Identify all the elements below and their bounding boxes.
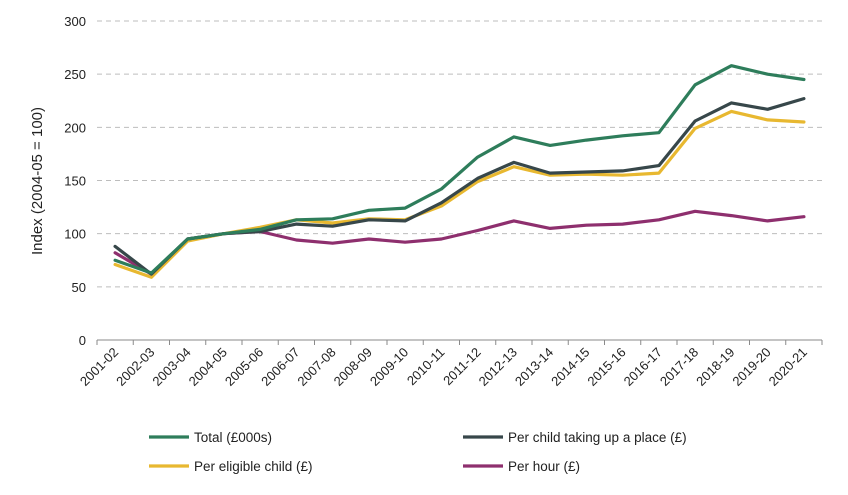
x-tick-label: 2013-14 <box>512 345 556 389</box>
x-tick-label: 2001-02 <box>77 345 121 389</box>
y-tick-label: 150 <box>64 174 86 189</box>
y-tick-label: 300 <box>64 14 86 29</box>
gridlines <box>97 20 822 288</box>
x-tick-label: 2006-07 <box>258 345 302 389</box>
x-axis <box>96 339 823 345</box>
series-lines <box>113 64 806 279</box>
legend-label-0: Total (£000s) <box>194 430 272 445</box>
x-tick-label: 2008-09 <box>331 345 375 389</box>
x-tick-label: 2019-20 <box>729 345 773 389</box>
series-line-3 <box>113 209 806 276</box>
x-tick-label: 2015-16 <box>584 345 628 389</box>
y-tick-label: 0 <box>79 333 86 348</box>
y-axis-title: Index (2004-05 = 100) <box>29 107 46 255</box>
x-tick-label: 2004-05 <box>186 345 230 389</box>
legend-label-2: Per eligible child (£) <box>194 459 313 474</box>
x-tick-label: 2020-21 <box>766 345 810 389</box>
x-tick-label: 2011-12 <box>440 345 484 389</box>
legend-label-1: Per child taking up a place (£) <box>508 430 687 445</box>
legend: Total (£000s) Per child taking up a place… <box>149 430 687 474</box>
x-tick-label: 2017-18 <box>657 345 701 389</box>
x-tick-label: 2003-04 <box>149 345 193 389</box>
series-line-0 <box>113 64 806 275</box>
y-tick-label: 50 <box>72 280 86 295</box>
x-tick-label: 2018-19 <box>693 345 737 389</box>
x-tick-label: 2012-13 <box>476 345 520 389</box>
x-tick-label: 2002-03 <box>113 345 157 389</box>
x-axis-ticks: 2001-022002-032003-042004-052005-062006-… <box>77 345 810 389</box>
y-tick-label: 100 <box>64 227 86 242</box>
y-axis-ticks: 0 50 100 150 200 250 300 <box>64 14 86 348</box>
x-tick-label: 2005-06 <box>222 345 266 389</box>
x-tick-label: 2009-10 <box>367 345 411 389</box>
x-tick-label: 2007-08 <box>294 345 338 389</box>
x-tick-label: 2016-17 <box>621 345 665 389</box>
y-tick-label: 250 <box>64 67 86 82</box>
y-tick-label: 200 <box>64 120 86 135</box>
x-tick-label: 2010-11 <box>404 345 448 389</box>
series-line-2 <box>113 109 806 279</box>
legend-label-3: Per hour (£) <box>508 459 580 474</box>
x-tick-label: 2014-15 <box>548 345 592 389</box>
